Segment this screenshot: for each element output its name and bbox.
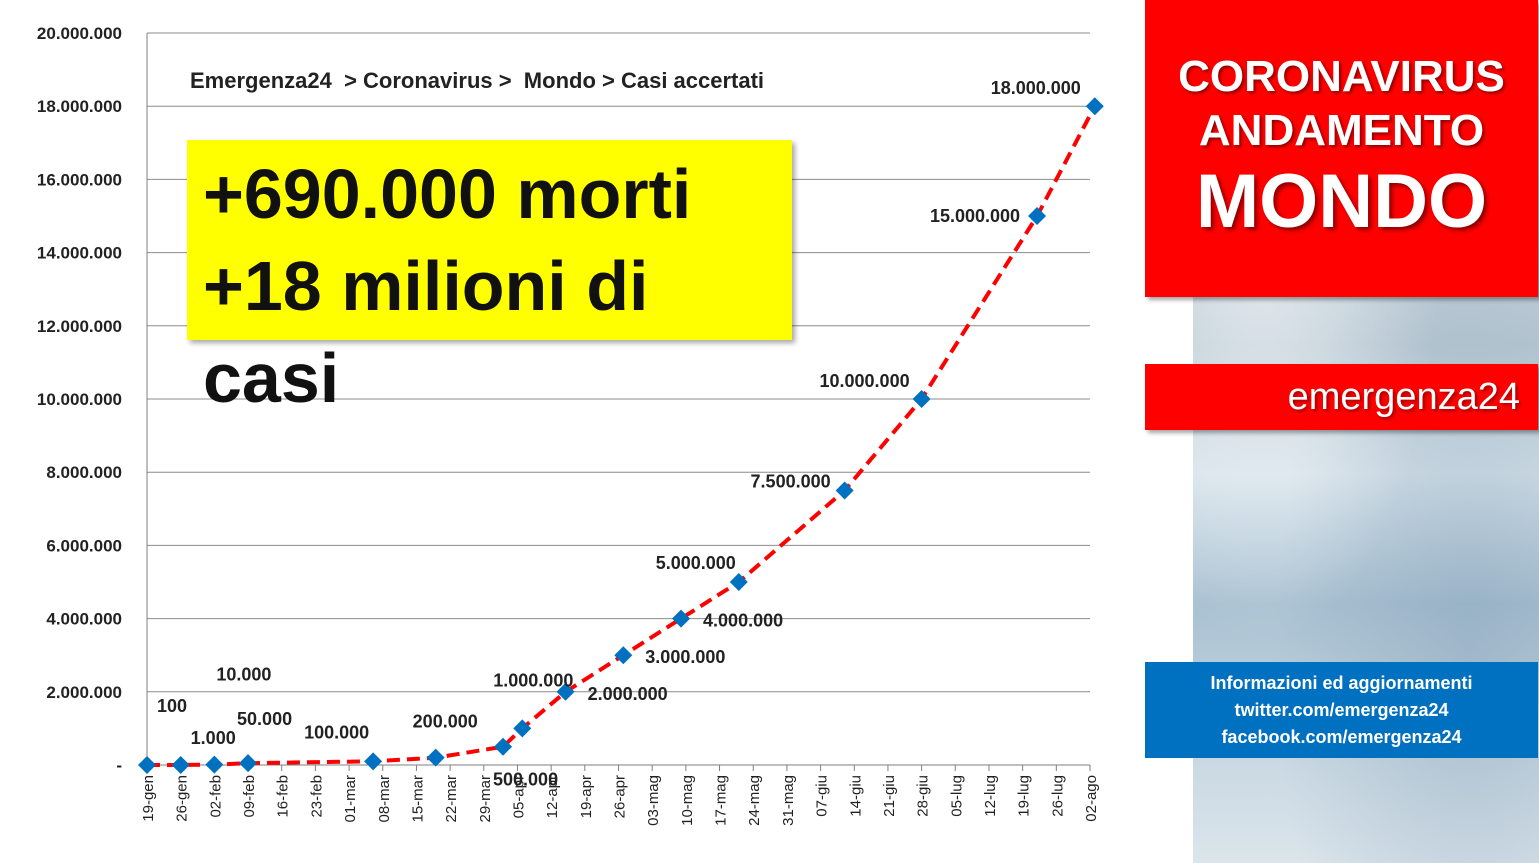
data-label: 500.000	[493, 770, 558, 790]
data-point	[556, 682, 575, 701]
x-tick-label: 19-gen	[140, 775, 157, 822]
data-label: 4.000.000	[703, 611, 783, 631]
x-tick-label: 16-feb	[275, 775, 292, 818]
title-line-coronavirus: CORONAVIRUS	[1178, 52, 1505, 101]
y-tick-label: 12.000.000	[37, 317, 122, 336]
x-tick-label: 03-mag	[645, 775, 662, 826]
x-tick-label: 05-lug	[948, 775, 965, 817]
data-point	[912, 390, 931, 408]
x-tick-label: 31-mag	[780, 775, 797, 826]
data-label: 15.000.000	[930, 206, 1020, 226]
x-tick-label: 26-lug	[1049, 775, 1066, 817]
data-label: 200.000	[413, 712, 478, 732]
y-tick-label: 18.000.000	[37, 97, 122, 116]
y-tick-label: 8.000.000	[46, 463, 122, 482]
info-line-updates: Informazioni ed aggiornamenti	[1210, 673, 1473, 693]
data-label: 50.000	[237, 709, 292, 729]
data-label: 1.000.000	[493, 670, 573, 690]
x-tick-label: 10-mag	[679, 775, 696, 826]
y-tick-label: 10.000.000	[37, 390, 122, 409]
data-point	[1028, 207, 1047, 225]
y-tick-label: 20.000.000	[37, 24, 122, 43]
x-tick-label: 08-mar	[376, 775, 393, 823]
data-point	[1085, 97, 1104, 116]
x-tick-label: 02-ago	[1083, 775, 1100, 822]
y-tick-label: 2.000.000	[46, 683, 122, 702]
data-point	[513, 719, 532, 738]
y-tick-label: 14.000.000	[37, 244, 122, 263]
data-point	[138, 755, 156, 774]
y-tick-label: 6.000.000	[46, 536, 122, 555]
x-tick-label: 24-mag	[746, 775, 763, 826]
title-line-mondo: MONDO	[1195, 159, 1488, 244]
x-tick-label: 23-feb	[308, 775, 325, 818]
data-label: 10.000	[216, 665, 271, 685]
x-tick-label: 15-mar	[409, 775, 426, 823]
x-tick-label: 17-mag	[713, 775, 730, 826]
x-tick-label: 09-feb	[241, 775, 258, 818]
x-tick-label: 29-mar	[477, 775, 494, 823]
title-box: CORONAVIRUS ANDAMENTO MONDO	[1145, 0, 1538, 297]
data-label: 100	[157, 696, 187, 716]
x-tick-label: 22-mar	[443, 775, 460, 823]
data-point	[239, 754, 258, 773]
chart: - 2.000.000 4.000.000 6.000.000 8.000.000 10.…	[37, 24, 1104, 826]
brand-label: emergenza24	[1145, 364, 1538, 430]
x-tick-label: 26-apr	[612, 775, 629, 818]
y-tick-label: -	[116, 756, 122, 775]
x-tick-label: 12-apr	[544, 775, 561, 818]
x-tick-label: 07-giu	[814, 775, 831, 817]
x-tick-label: 26-gen	[174, 775, 191, 822]
data-label: 5.000.000	[656, 553, 736, 573]
data-label: 100.000	[304, 722, 369, 742]
data-label: 1.000	[191, 728, 236, 748]
data-label: 18.000.000	[991, 78, 1081, 98]
info-box: Informazioni ed aggiornamenti twitter.co…	[1145, 662, 1538, 758]
x-tick-label: 19-lug	[1016, 775, 1033, 817]
x-tick-label: 14-giu	[847, 775, 864, 817]
y-tick-label: 16.000.000	[37, 170, 122, 189]
x-tick-label: 21-giu	[881, 775, 898, 817]
x-tick-label: 02-feb	[207, 775, 224, 818]
data-label: 2.000.000	[588, 684, 668, 704]
highlight-box: +690.000 morti +18 milioni di casi	[187, 140, 792, 417]
data-label: 7.500.000	[751, 472, 831, 492]
data-point	[426, 748, 445, 767]
data-point	[835, 481, 854, 500]
data-point	[171, 755, 190, 774]
x-tick-label: 28-giu	[915, 775, 932, 817]
y-tick-label: 4.000.000	[46, 610, 122, 629]
info-link-facebook[interactable]: facebook.com/emergenza24	[1221, 727, 1462, 747]
chart-title: Emergenza24 > Coronavirus > Mondo > Casi…	[190, 68, 765, 93]
x-tick-label: 05-apr	[510, 775, 527, 818]
title-line-andamento: ANDAMENTO	[1198, 106, 1485, 155]
data-point	[364, 752, 383, 771]
x-tick-label: 19-apr	[578, 775, 595, 818]
data-point	[205, 755, 224, 774]
data-point	[494, 737, 513, 756]
data-label: 3.000.000	[645, 647, 725, 667]
data-point	[614, 646, 633, 665]
x-tick-label: 01-mar	[342, 775, 359, 823]
highlight-cases: +18 milioni di casi	[203, 247, 649, 417]
trend-line	[147, 105, 1097, 767]
info-link-twitter[interactable]: twitter.com/emergenza24	[1234, 700, 1449, 720]
x-tick-label: 12-lug	[982, 775, 999, 817]
data-point	[729, 573, 748, 591]
data-label: 10.000.000	[820, 371, 910, 391]
highlight-deaths: +690.000 morti	[203, 155, 692, 233]
data-point	[672, 609, 691, 628]
